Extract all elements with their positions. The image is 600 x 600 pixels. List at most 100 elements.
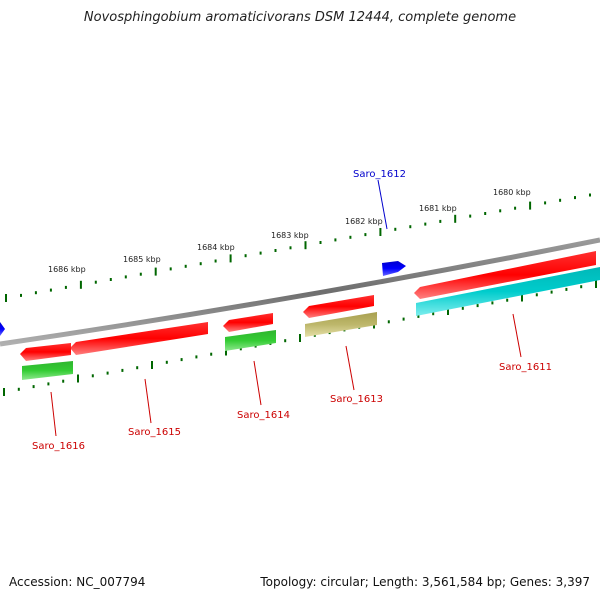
inner-scale-minor-tick	[62, 379, 65, 383]
outer-scale-major-tick	[529, 201, 532, 210]
outer-scale-minor-tick	[214, 259, 217, 263]
outer-scale-major-tick	[229, 254, 232, 263]
inner-scale-minor-tick	[17, 387, 20, 391]
outer-scale-major-tick	[379, 228, 382, 236]
scale-label-1683: 1683 kbp	[271, 231, 309, 240]
inner-scale-major-tick	[151, 361, 153, 369]
inner-scale-minor-tick	[106, 371, 109, 375]
inner-scale-minor-tick	[47, 382, 50, 386]
outer-scale-minor-tick	[169, 267, 172, 271]
scale-label-1685: 1685 kbp	[123, 255, 161, 264]
outer-scale-minor-tick	[274, 249, 277, 252]
inner-scale-minor-tick	[535, 293, 538, 297]
outer-scale-minor-tick	[589, 193, 591, 197]
gene-arrow-saro-1612[interactable]	[382, 261, 406, 276]
inner-scale-minor-tick	[402, 317, 405, 321]
inner-scale-minor-tick	[387, 320, 390, 324]
inner-scale-major-tick	[3, 388, 5, 396]
outer-scale-minor-tick	[394, 227, 397, 231]
inner-scale-minor-tick	[476, 304, 479, 308]
gene-label-saro-1614: Saro_1614	[237, 410, 290, 421]
outer-scale-minor-tick	[439, 219, 442, 223]
gene-arrow-saro-1615[interactable]	[70, 322, 208, 355]
inner-scale-major-tick	[521, 293, 523, 302]
inner-scale-minor-tick	[565, 287, 568, 291]
inner-scale-major-tick	[595, 280, 597, 288]
cog-block-saro-1614[interactable]	[225, 330, 276, 351]
leader-line-saro-1616	[50, 391, 57, 437]
scale-label-1686: 1686 kbp	[48, 265, 86, 274]
gene-label-saro-1611: Saro_1611	[499, 362, 552, 373]
inner-scale-minor-tick	[550, 290, 553, 294]
inner-scale-minor-tick	[195, 355, 198, 359]
cog-block-saro-1613[interactable]	[305, 312, 377, 337]
outer-scale-minor-tick	[364, 233, 367, 237]
outer-scale-minor-tick	[109, 278, 112, 281]
scale-label-1680: 1680 kbp	[493, 188, 531, 197]
outer-scale-major-tick	[79, 280, 82, 289]
outer-scale-minor-tick	[424, 222, 427, 226]
inner-scale-major-tick	[77, 374, 79, 383]
outer-scale-minor-tick	[139, 272, 142, 276]
leader-line-saro-1611	[512, 313, 522, 358]
inner-scale-minor-tick	[239, 347, 242, 351]
leader-line-saro-1613	[345, 345, 355, 391]
accession-text: Accession: NC_007794	[9, 575, 146, 589]
outer-scale-minor-tick	[574, 196, 576, 200]
outer-scale-minor-tick	[409, 225, 412, 229]
outer-scale-major-tick	[154, 267, 157, 276]
inner-scale-minor-tick	[210, 352, 213, 356]
outer-scale-minor-tick	[259, 251, 262, 255]
outer-scale-minor-tick	[34, 291, 37, 295]
map-title: Novosphingobium aromaticivorans DSM 1244…	[83, 10, 517, 25]
inner-scale-minor-tick	[136, 366, 139, 370]
inner-scale-minor-tick	[165, 360, 168, 364]
outer-scale-minor-tick	[484, 212, 487, 215]
inner-scale-minor-tick	[32, 385, 35, 389]
gene-label-saro-1615: Saro_1615	[128, 427, 181, 438]
outer-scale-minor-tick	[64, 285, 67, 289]
scale-label-1684: 1684 kbp	[197, 243, 235, 252]
outer-scale-major-tick	[454, 214, 457, 223]
gene-arrow-saro-1614[interactable]	[223, 313, 273, 332]
cog-block-saro-1611[interactable]	[416, 267, 600, 316]
leader-line-saro-1614	[253, 360, 262, 406]
outer-scale-major-tick	[304, 241, 307, 250]
outer-scale-minor-tick	[349, 235, 352, 239]
inner-scale-major-tick	[225, 347, 227, 356]
outer-scale-minor-tick	[49, 288, 52, 292]
inner-scale-minor-tick	[121, 368, 124, 372]
genome-backbone	[0, 237, 600, 347]
cog-block-saro-1616[interactable]	[22, 361, 73, 380]
outer-scale-minor-tick	[499, 209, 502, 213]
outer-scale-minor-tick	[124, 275, 127, 279]
inner-scale-major-tick	[447, 307, 449, 315]
outer-scale-minor-tick	[544, 201, 547, 205]
scale-label-1681: 1681 kbp	[419, 204, 457, 213]
outer-scale-minor-tick	[319, 241, 322, 244]
leader-line-saro-1612	[377, 179, 388, 230]
outer-scale-minor-tick	[514, 206, 517, 210]
inner-scale-minor-tick	[580, 285, 583, 289]
genome-summary-text: Topology: circular; Length: 3,561,584 bp…	[260, 575, 590, 589]
outer-scale-minor-tick	[20, 293, 22, 297]
gene-arrow-saro-1611[interactable]	[414, 251, 596, 299]
inner-scale-minor-tick	[91, 374, 94, 378]
outer-scale-minor-tick	[94, 280, 97, 284]
gene-arrow-blue-left[interactable]	[0, 322, 5, 336]
inner-scale-minor-tick	[180, 358, 183, 362]
inner-scale-minor-tick	[284, 339, 287, 343]
outer-scale-minor-tick	[334, 238, 337, 242]
inner-scale-major-tick	[299, 334, 301, 342]
outer-scale-major-tick	[5, 294, 7, 302]
outer-scale-minor-tick	[469, 214, 472, 218]
outer-scale-minor-tick	[289, 246, 292, 250]
gene-arrow-saro-1616[interactable]	[20, 343, 71, 361]
inner-scale-minor-tick	[432, 312, 435, 316]
gene-label-saro-1616: Saro_1616	[32, 441, 85, 452]
outer-scale-minor-tick	[244, 254, 247, 258]
gene-arrow-saro-1613[interactable]	[303, 295, 374, 318]
inner-scale-minor-tick	[461, 306, 464, 310]
inner-scale-minor-tick	[417, 314, 420, 318]
